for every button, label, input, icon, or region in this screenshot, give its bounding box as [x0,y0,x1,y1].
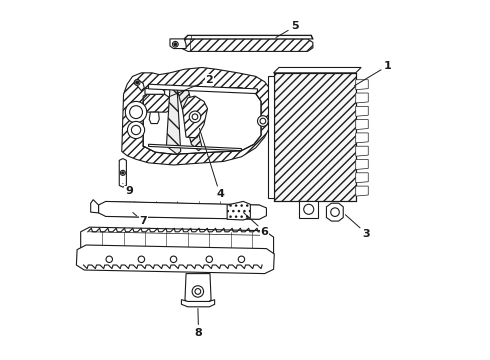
Polygon shape [356,120,368,130]
Circle shape [138,256,145,262]
Polygon shape [182,96,207,138]
Polygon shape [356,186,368,196]
Polygon shape [122,67,272,165]
Polygon shape [119,158,126,187]
Circle shape [121,170,125,175]
Polygon shape [148,144,242,151]
Circle shape [195,289,201,294]
Text: 2: 2 [169,75,213,97]
Circle shape [136,81,139,84]
Circle shape [189,111,201,122]
Circle shape [192,286,203,297]
Text: 6: 6 [244,213,269,237]
Text: 9: 9 [123,184,133,197]
Polygon shape [76,245,274,274]
Polygon shape [356,133,368,143]
Polygon shape [135,79,144,91]
Circle shape [260,118,266,124]
Text: 3: 3 [345,215,370,239]
Circle shape [134,80,140,85]
Polygon shape [170,39,186,49]
Circle shape [206,256,213,262]
Circle shape [192,114,198,120]
Polygon shape [181,300,215,307]
Polygon shape [356,93,368,103]
Circle shape [258,116,268,126]
Polygon shape [273,73,356,202]
Circle shape [130,106,143,118]
Polygon shape [356,80,368,90]
Polygon shape [181,39,313,51]
Polygon shape [143,94,172,112]
Polygon shape [356,106,368,116]
Text: 5: 5 [276,21,299,37]
Circle shape [125,102,147,123]
Circle shape [238,256,245,262]
Polygon shape [91,200,98,213]
Polygon shape [167,87,181,154]
Polygon shape [145,87,165,94]
Polygon shape [184,35,313,39]
Circle shape [106,256,113,262]
Text: 8: 8 [195,309,202,338]
Polygon shape [177,88,202,151]
Polygon shape [326,203,343,221]
Polygon shape [299,202,318,217]
Circle shape [127,121,145,139]
Polygon shape [268,76,273,198]
Polygon shape [227,202,250,220]
Polygon shape [148,84,258,94]
Polygon shape [185,274,211,303]
Polygon shape [98,202,267,219]
Polygon shape [356,146,368,156]
Polygon shape [273,67,361,73]
Circle shape [122,172,124,174]
Circle shape [131,125,141,135]
Polygon shape [143,88,261,154]
Circle shape [304,204,314,214]
Circle shape [331,208,339,216]
Text: 7: 7 [133,212,147,226]
Circle shape [172,41,178,47]
Polygon shape [81,227,273,259]
Polygon shape [356,159,368,170]
Polygon shape [149,112,159,123]
Circle shape [171,256,177,262]
Circle shape [174,43,177,46]
Text: 1: 1 [355,61,392,86]
Text: 4: 4 [199,129,224,199]
Polygon shape [356,173,368,183]
